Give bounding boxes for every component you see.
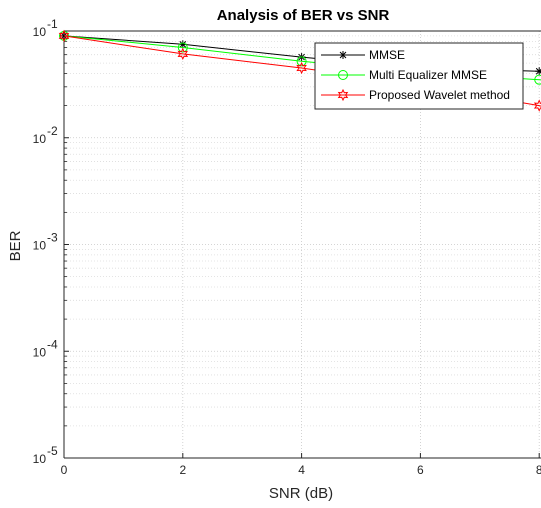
legend-box: [314, 42, 524, 110]
x-axis-label: SNR (dB): [269, 485, 333, 502]
y-tick-exponent: -3: [47, 231, 58, 245]
asterisk-marker-stroke: [179, 40, 187, 48]
legend: MMSE Multi Equalizer MMSE Proposed Wavelet…: [314, 42, 524, 110]
series-line: [63, 35, 541, 107]
series-line: [63, 35, 541, 81]
hexagram-marker: [296, 61, 307, 75]
y-tick-exponent: -1: [47, 17, 58, 31]
y-tick-label: 10: [33, 25, 47, 39]
asterisk-marker-stroke: [535, 68, 541, 75]
y-tick-label: 10: [33, 132, 47, 146]
circle-marker: [296, 56, 307, 67]
y-tick-exponent: -5: [47, 444, 58, 458]
x-tick-label: 6: [417, 463, 424, 477]
x-tick-label: 0: [61, 463, 68, 477]
chart-title: Analysis of BER vs SNR: [217, 7, 390, 24]
asterisk-marker-stroke: [339, 51, 347, 59]
x-tick-label: 8: [536, 463, 541, 477]
hexagram-marker: [177, 47, 189, 61]
y-tick-label: 10: [33, 239, 47, 253]
y-tick-exponent: -2: [47, 124, 58, 138]
y-axis-label: BER: [7, 230, 24, 261]
legend-label: MMSE: [369, 48, 405, 62]
x-tick-label: 4: [298, 463, 305, 477]
y-tick-label: 10: [33, 345, 47, 359]
hexagram-marker: [58, 29, 70, 43]
circle-marker: [338, 70, 348, 80]
legend-label: Proposed Wavelet method: [369, 88, 510, 102]
hexagram-marker: [337, 88, 349, 102]
y-tick-exponent: -4: [47, 337, 58, 351]
legend-label: Multi Equalizer MMSE: [369, 68, 487, 82]
circle-marker: [534, 74, 541, 85]
circle-marker: [177, 42, 188, 53]
x-tick-label: 2: [179, 463, 186, 477]
hexagram-marker: [533, 99, 541, 112]
y-tick-label: 10: [33, 452, 47, 466]
